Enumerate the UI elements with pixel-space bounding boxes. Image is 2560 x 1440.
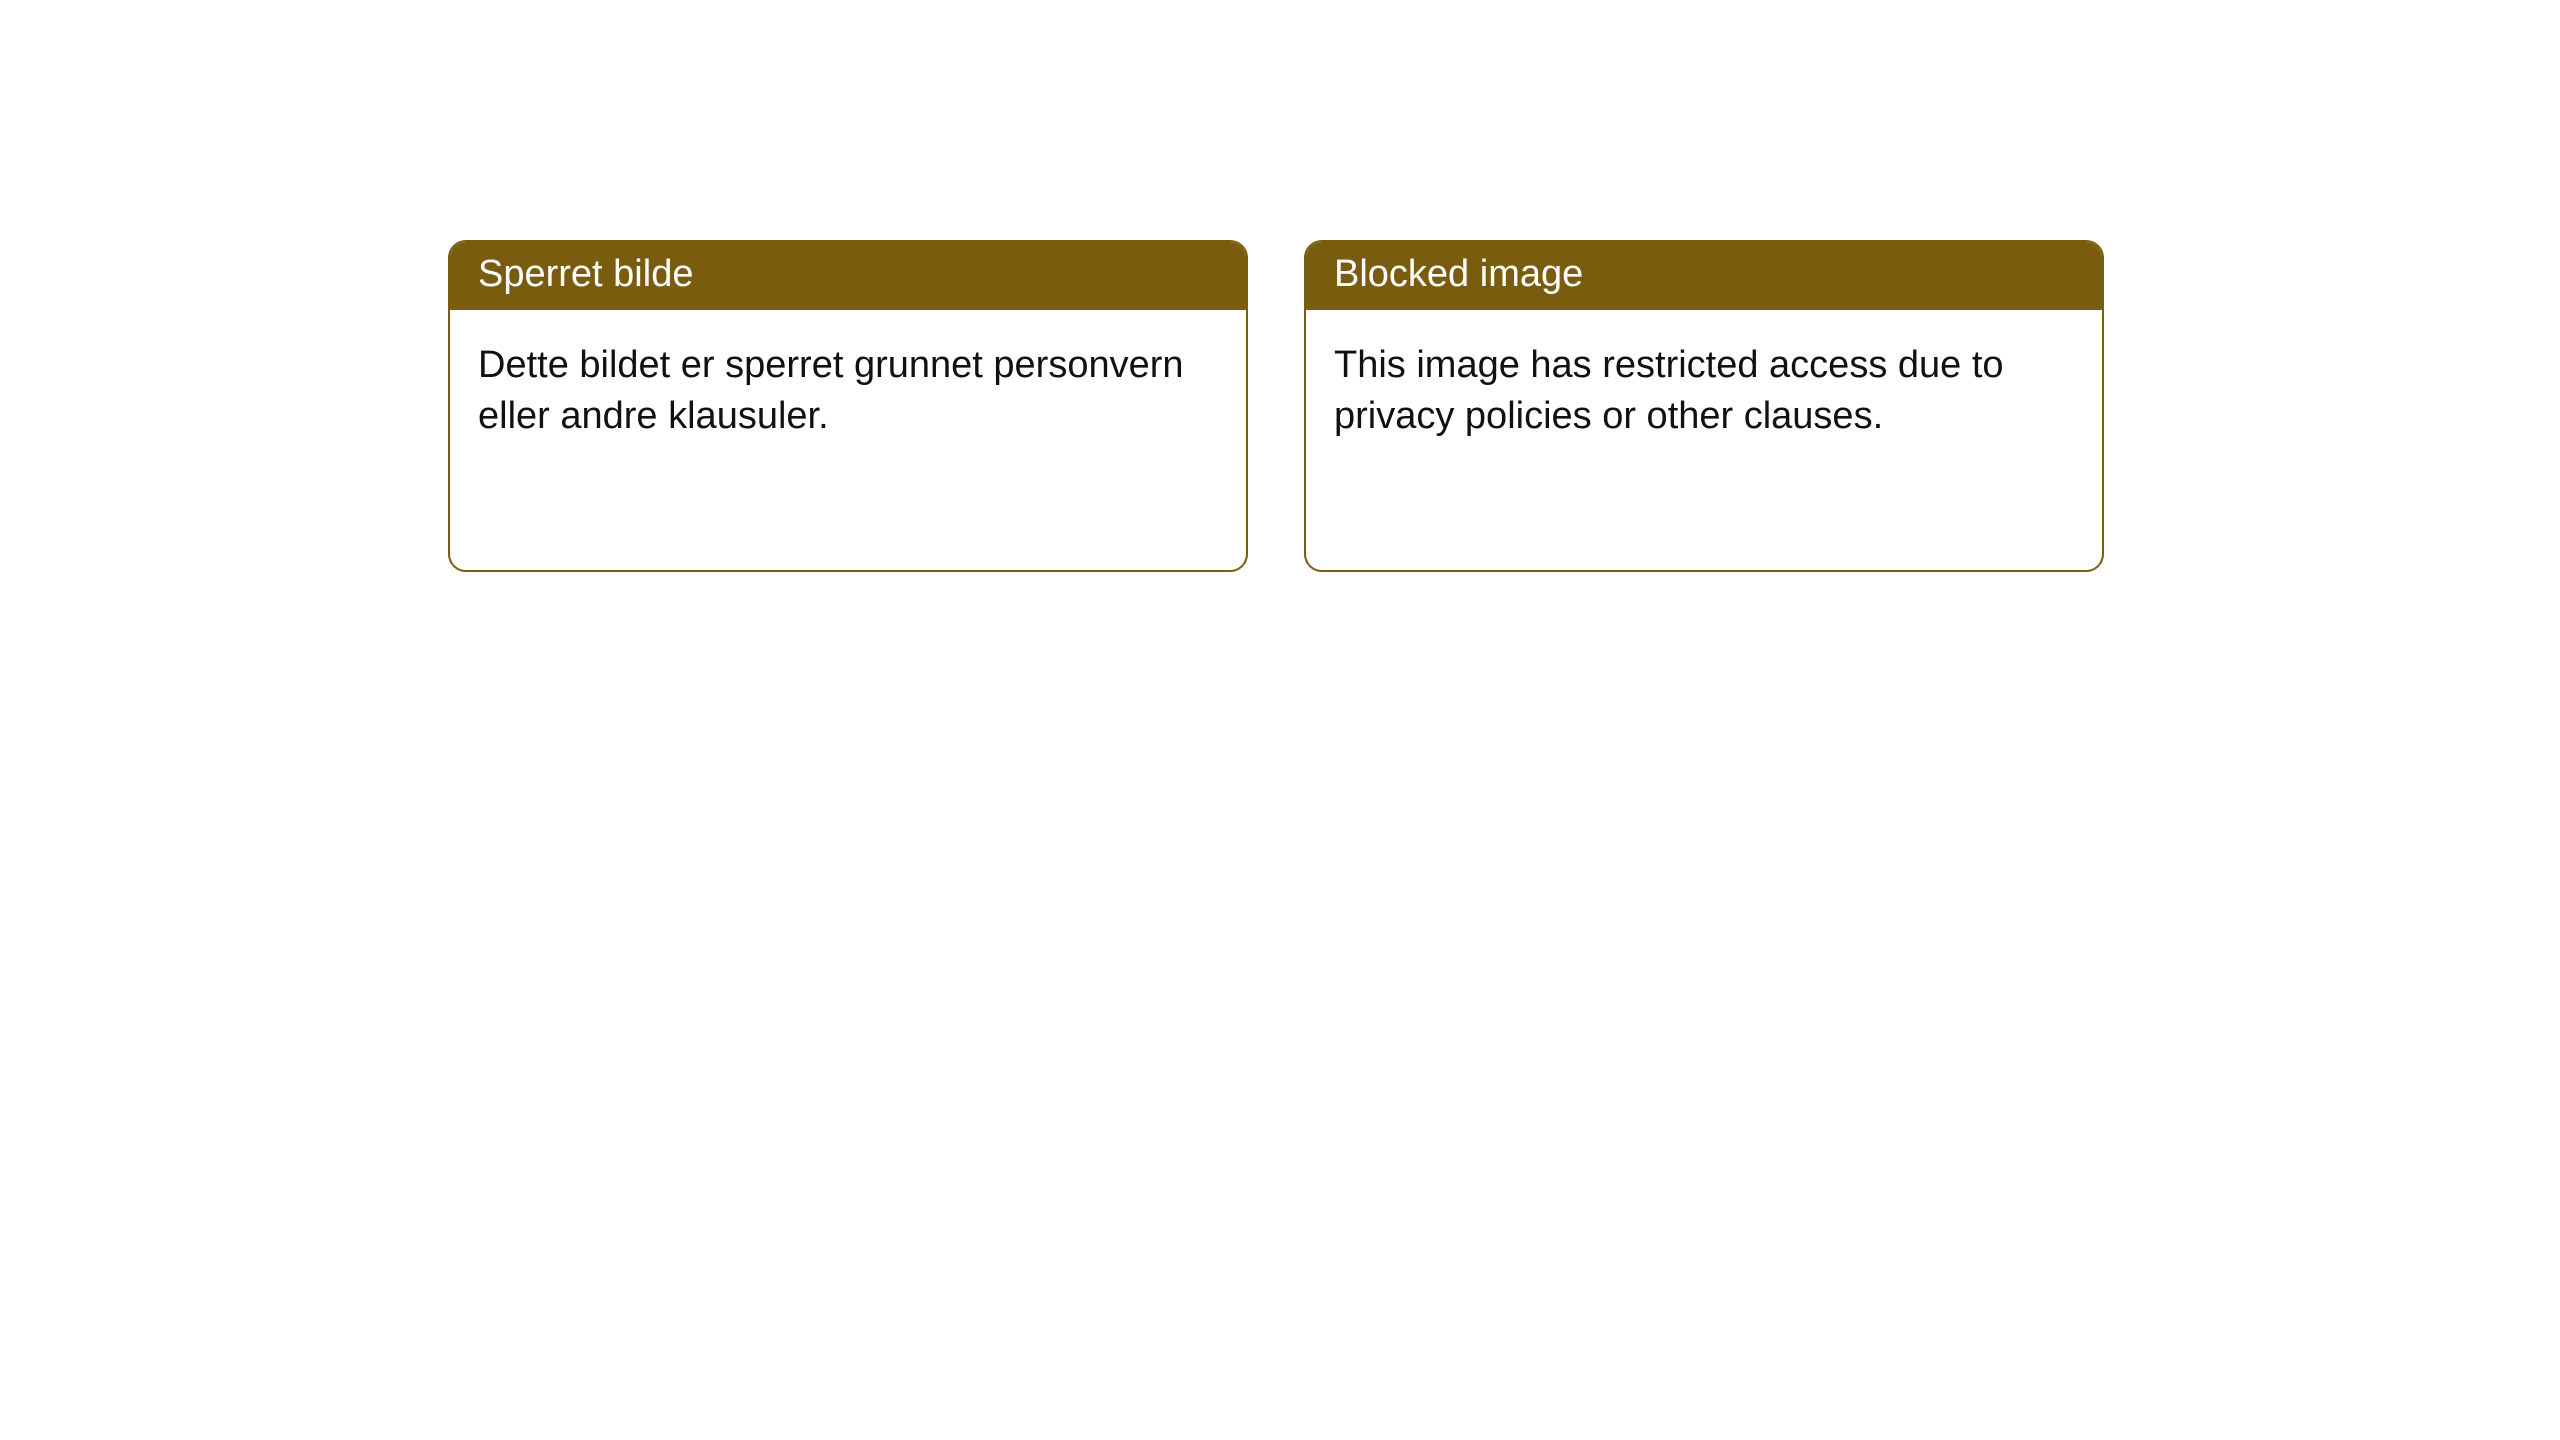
- notice-box-no: Sperret bilde Dette bildet er sperret gr…: [448, 240, 1248, 572]
- notice-box-en: Blocked image This image has restricted …: [1304, 240, 2104, 572]
- notice-body-no: Dette bildet er sperret grunnet personve…: [450, 310, 1246, 473]
- notice-body-en: This image has restricted access due to …: [1306, 310, 2102, 473]
- notice-title-en: Blocked image: [1306, 242, 2102, 310]
- notice-container: Sperret bilde Dette bildet er sperret gr…: [448, 240, 2104, 572]
- notice-title-no: Sperret bilde: [450, 242, 1246, 310]
